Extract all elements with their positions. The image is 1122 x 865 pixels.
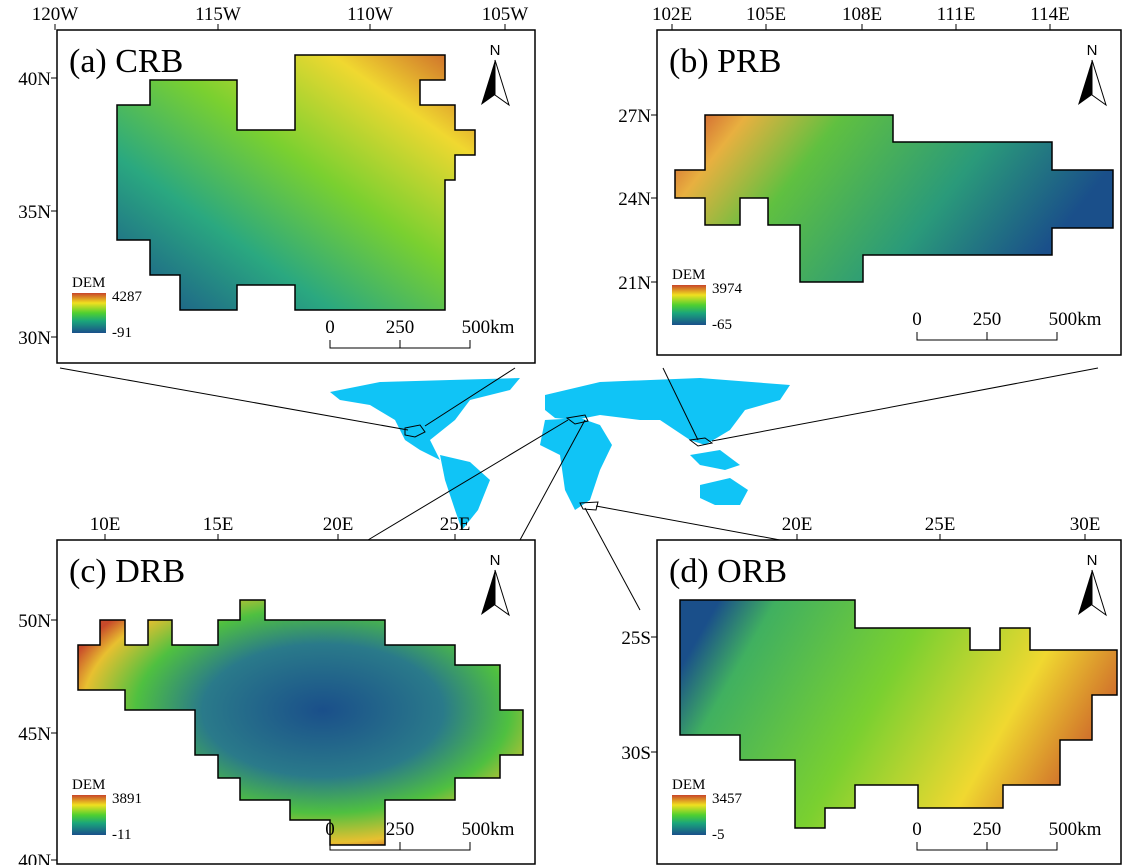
x-tick-label: 105W xyxy=(482,4,529,25)
north-label: N xyxy=(1087,552,1098,569)
scale-label: 0 xyxy=(325,317,335,338)
y-tick-label: 24N xyxy=(618,189,651,210)
scale-label: 250 xyxy=(973,819,1002,840)
x-tick-label: 30E xyxy=(1070,514,1101,535)
x-tick-label: 25E xyxy=(440,514,471,535)
y-tick-label: 35N xyxy=(18,202,51,223)
legend-min: -11 xyxy=(112,827,131,843)
scale-label: 250 xyxy=(386,819,415,840)
legend-title: DEM xyxy=(72,777,105,793)
scale-label: 500km xyxy=(462,819,515,840)
x-tick-label: 105E xyxy=(746,4,786,25)
legend-ramp xyxy=(672,285,706,325)
north-label: N xyxy=(1087,42,1098,59)
legend-min: -5 xyxy=(712,827,725,843)
figure: 120W 115W 110W 105W 40N 35N 30N (a) CRB N DEM 4287… xyxy=(0,0,1122,865)
x-tick-label: 115W xyxy=(195,4,241,25)
legend-ramp xyxy=(72,293,106,333)
x-tick-label: 110W xyxy=(347,4,393,25)
y-tick-label: 45N xyxy=(18,724,51,745)
x-tick-label: 15E xyxy=(203,514,234,535)
y-tick-label: 27N xyxy=(618,106,651,127)
scale-label: 0 xyxy=(325,819,335,840)
map-panel: 120W 115W 110W 105W 40N 35N 30N (a) CRB N DEM 4287… xyxy=(18,4,535,363)
y-tick-label: 21N xyxy=(618,273,651,294)
y-tick-label: 50N xyxy=(18,611,51,632)
x-tick-label: 111E xyxy=(937,4,976,25)
y-tick-label: 30N xyxy=(18,328,51,349)
legend-title: DEM xyxy=(72,275,105,291)
legend-max: 3457 xyxy=(712,791,743,807)
x-tick-label: 20E xyxy=(323,514,354,535)
world-map xyxy=(330,378,790,530)
legend-max: 4287 xyxy=(112,289,143,305)
scale-label: 0 xyxy=(912,819,922,840)
y-tick-label: 25S xyxy=(621,628,651,649)
legend-max: 3891 xyxy=(112,791,142,807)
legend-title: DEM xyxy=(672,267,705,283)
map-panel: 20E 25E 30E 25S 30S (d) ORB N DEM 3457 -5 0 250 500k… xyxy=(621,514,1121,864)
y-tick-label: 40N xyxy=(18,851,51,865)
x-tick-label: 114E xyxy=(1030,4,1069,25)
legend-min: -65 xyxy=(712,317,732,333)
y-tick-label: 30S xyxy=(621,743,651,764)
map-panel: 10E 15E 20E 25E 50N 45N 40N (c) DRB N DEM 3891 -11 0… xyxy=(18,514,535,865)
panel-label: (c) DRB xyxy=(69,553,185,590)
scale-label: 250 xyxy=(973,309,1002,330)
x-tick-label: 10E xyxy=(90,514,121,535)
x-tick-label: 20E xyxy=(782,514,813,535)
panel-label: (d) ORB xyxy=(669,553,787,590)
scale-label: 500km xyxy=(1049,819,1102,840)
x-tick-label: 108E xyxy=(842,4,882,25)
x-tick-label: 120W xyxy=(32,4,79,25)
y-tick-label: 40N xyxy=(18,69,51,90)
scale-label: 250 xyxy=(386,317,415,338)
legend-max: 3974 xyxy=(712,281,743,297)
legend-ramp xyxy=(672,795,706,835)
x-tick-label: 102E xyxy=(652,4,692,25)
legend-title: DEM xyxy=(672,777,705,793)
legend-min: -91 xyxy=(112,325,132,341)
north-label: N xyxy=(490,552,501,569)
scale-label: 0 xyxy=(912,309,922,330)
panel-label: (a) CRB xyxy=(69,43,183,80)
scale-label: 500km xyxy=(1049,309,1102,330)
north-label: N xyxy=(490,42,501,59)
x-tick-label: 25E xyxy=(925,514,956,535)
scale-label: 500km xyxy=(462,317,515,338)
map-panel: 102E 105E 108E 111E 114E 27N 24N 21N (b) PRB N DEM… xyxy=(618,4,1121,355)
legend-ramp xyxy=(72,795,106,835)
panel-label: (b) PRB xyxy=(669,43,781,80)
